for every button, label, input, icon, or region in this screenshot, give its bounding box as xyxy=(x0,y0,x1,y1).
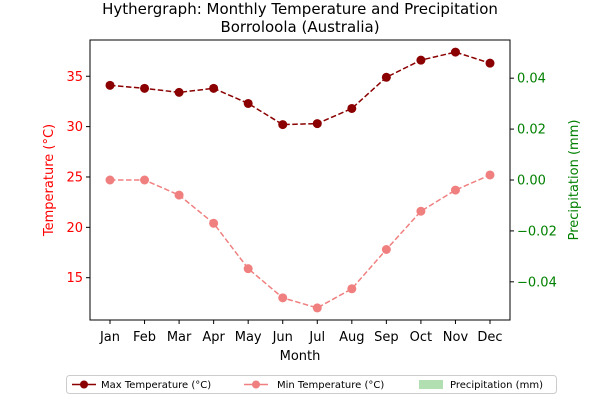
x-axis-label: Month xyxy=(280,349,321,364)
max-temp-point xyxy=(174,87,184,97)
x-tick-label: Sep xyxy=(374,330,399,345)
x-tick-label: Jan xyxy=(99,330,120,345)
x-tick-label: Jul xyxy=(308,330,325,345)
legend-max-marker xyxy=(80,380,88,389)
right-tick-label: 0.02 xyxy=(517,123,546,138)
max-temp-point xyxy=(243,98,253,108)
max-temp-point xyxy=(278,120,288,130)
x-tick-label: Mar xyxy=(167,330,192,345)
right-axis-ticks: −0.04 −0.02 0.00 0.02 0.04 xyxy=(510,72,557,290)
left-tick-label: 25 xyxy=(66,170,83,185)
min-temp-point xyxy=(243,264,253,274)
legend: Max Temperature (°C) Min Temperature (°C… xyxy=(66,375,557,394)
right-tick-label: 0.00 xyxy=(517,174,546,189)
min-temp-point xyxy=(416,206,426,216)
min-temp-point xyxy=(381,244,391,254)
x-tick-label: Nov xyxy=(443,330,469,345)
left-tick-label: 15 xyxy=(66,271,83,286)
min-temp-point xyxy=(278,293,288,303)
max-temp-point xyxy=(381,72,391,82)
min-temp-line xyxy=(110,174,491,309)
x-tick-label: Oct xyxy=(410,330,432,345)
min-temp-point xyxy=(347,284,357,294)
left-tick-label: 30 xyxy=(66,120,83,135)
legend-min-marker xyxy=(252,380,260,389)
legend-min-label: Min Temperature (°C) xyxy=(277,380,384,391)
max-temp-point xyxy=(209,83,219,93)
x-tick-label: Apr xyxy=(202,330,225,345)
max-temp-point xyxy=(140,83,150,93)
legend-max-label: Max Temperature (°C) xyxy=(101,380,211,391)
left-axis-ticks: 15 20 25 30 35 xyxy=(66,70,90,286)
x-tick-label: Jun xyxy=(272,330,293,345)
left-tick-label: 35 xyxy=(66,70,83,85)
x-tick-label: Dec xyxy=(477,330,502,345)
max-temp-point xyxy=(105,80,115,90)
chart-title: Hythergraph: Monthly Temperature and Pre… xyxy=(102,0,498,18)
left-tick-label: 20 xyxy=(66,221,83,236)
left-axis-label: Temperature (°C) xyxy=(42,124,57,237)
max-temp-line xyxy=(109,51,491,126)
min-temp-point xyxy=(174,190,184,200)
min-temp-point xyxy=(312,303,322,313)
right-tick-label: 0.04 xyxy=(517,72,546,87)
right-axis-label: Precipitation (mm) xyxy=(567,120,582,241)
max-temp-point xyxy=(450,47,460,57)
min-temp-point xyxy=(105,175,115,185)
max-temp-point xyxy=(416,55,426,65)
min-temp-point xyxy=(485,170,495,180)
max-temp-point xyxy=(485,58,495,68)
max-temp-point xyxy=(347,103,357,113)
x-tick-label: May xyxy=(235,330,262,345)
min-temp-point xyxy=(209,218,219,228)
x-tick-label: Aug xyxy=(339,330,364,345)
x-axis-ticks: Jan Feb Mar Apr May Jun Jul Aug Sep Oct Nov Dec xyxy=(99,320,503,345)
legend-precip-label: Precipitation (mm) xyxy=(450,380,543,391)
legend-precip-swatch xyxy=(419,380,443,389)
min-temp-point xyxy=(450,185,460,195)
max-temp-point xyxy=(312,119,322,129)
plot-frame xyxy=(89,39,511,321)
right-tick-label: −0.04 xyxy=(517,275,557,290)
right-tick-label: −0.02 xyxy=(517,224,557,239)
temperature-lines xyxy=(105,47,495,313)
min-temp-point xyxy=(140,175,150,185)
x-tick-label: Feb xyxy=(133,330,156,345)
chart-subtitle: Borroloola (Australia) xyxy=(220,18,379,36)
